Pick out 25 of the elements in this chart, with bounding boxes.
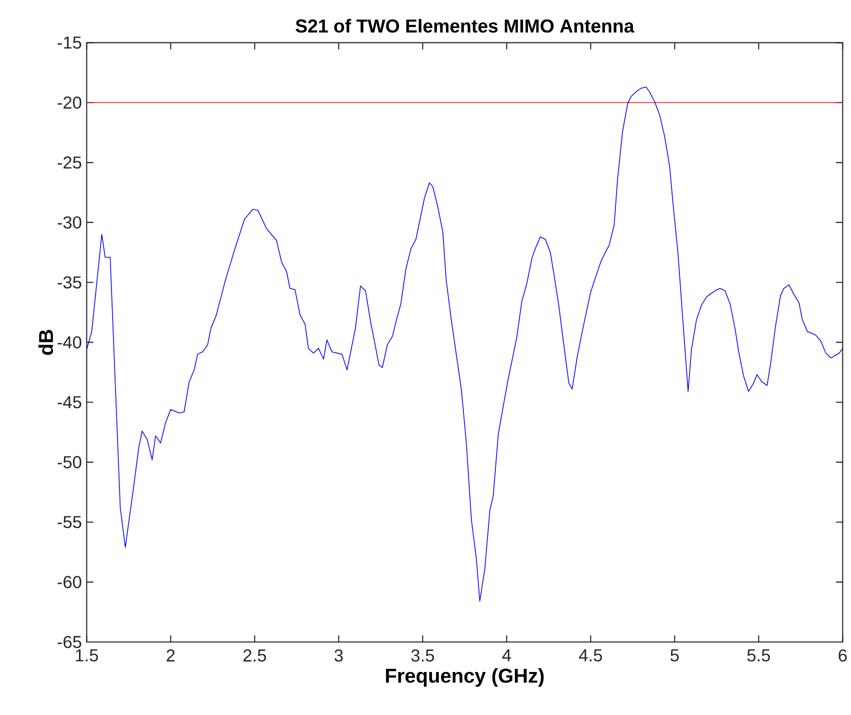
line-series [86,86,843,602]
y-tick-label: -20 [58,96,82,109]
x-tick-label: 3.5 [411,649,434,662]
x-tick-label: 2.5 [244,649,266,662]
y-tick-label: -35 [58,276,82,289]
x-axis-title: Frequency (GHz) [386,668,544,687]
x-tick-label: 6 [838,649,847,662]
y-tick-label: -30 [58,216,82,229]
chart-title: S21 of TWO Elementes MIMO Antenna [296,18,634,33]
x-tick-label: 5 [670,649,679,662]
x-tick-label: 5.5 [747,649,770,662]
y-tick-label: -45 [58,396,82,408]
x-tick-label: 4.5 [579,649,602,662]
y-tick-label: -40 [58,336,82,348]
x-tick-label: 1.5 [76,649,98,662]
y-tick-label: -50 [58,456,82,468]
x-tick-label: 2 [166,649,175,662]
x-tick-label: 4 [502,649,511,662]
y-tick-label: -25 [58,156,82,169]
y-tick-label: -65 [58,636,82,648]
x-tick-label: 3 [334,649,343,662]
y-tick-label: -15 [58,36,82,49]
y-tick-label: -55 [58,516,82,528]
y-tick-label: -60 [58,576,82,588]
y-axis-title: dB [38,330,54,355]
